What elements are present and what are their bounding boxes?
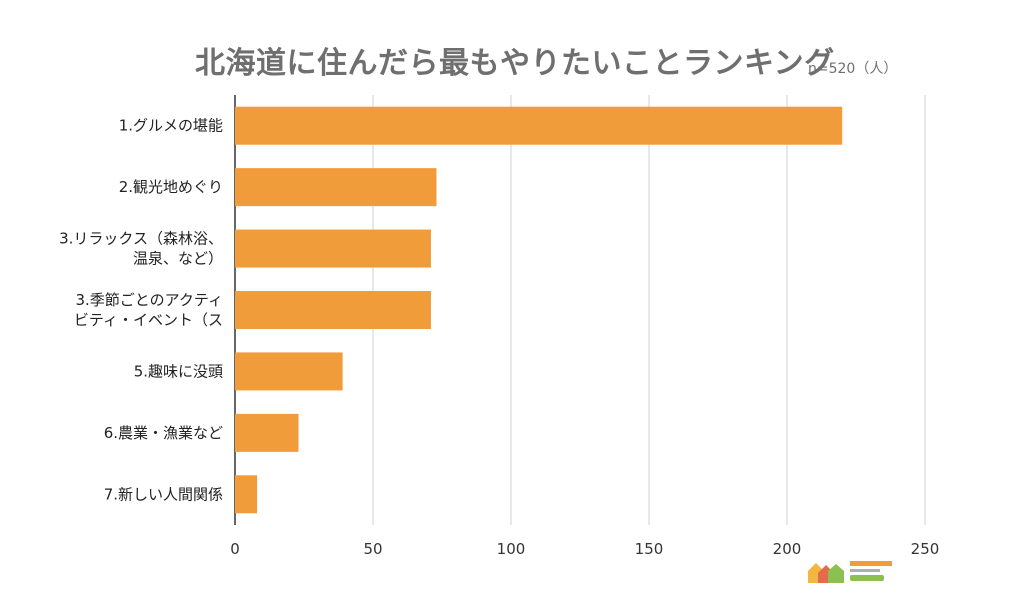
sample-size-note: n=520（人） [808,61,898,77]
x-tick-label: 200 [773,540,802,558]
bar [235,168,437,207]
bar [235,352,343,391]
category-labels: 1.グルメの堪能 2.観光地めぐり 3.リラックス（森林浴、温泉、など） 3.季節ごと… [59,117,223,504]
category-label: 3.季節ごとのアクティ [75,291,223,309]
category-label: 1.グルメの堪能 [119,117,223,135]
bar [235,291,431,329]
brand-logo [808,561,892,583]
category-label: 3.リラックス（森林浴、 [59,230,223,248]
x-tick-label: 100 [497,540,526,558]
category-label: 温泉、など） [133,250,223,268]
category-label: 2.観光地めぐり [119,178,223,196]
bars [235,106,843,514]
x-tick-label: 50 [363,540,382,558]
bar [235,229,431,268]
x-tick-label: 0 [230,540,240,558]
category-label: 6.農業・漁業など [104,424,223,442]
bar [235,106,843,145]
x-tick-label: 150 [635,540,664,558]
category-label: 7.新しい人間関係 [104,485,223,503]
bar [235,413,299,452]
chart-title: 北海道に住んだら最もやりたいことランキング [195,46,835,81]
x-axis-ticks: 0 50 100 150 200 250 [230,540,939,558]
category-label: 5.趣味に没頭 [134,362,223,380]
category-label: ビティ・イベント（ス [74,311,223,329]
bar [235,475,258,514]
x-tick-label: 250 [911,540,940,558]
